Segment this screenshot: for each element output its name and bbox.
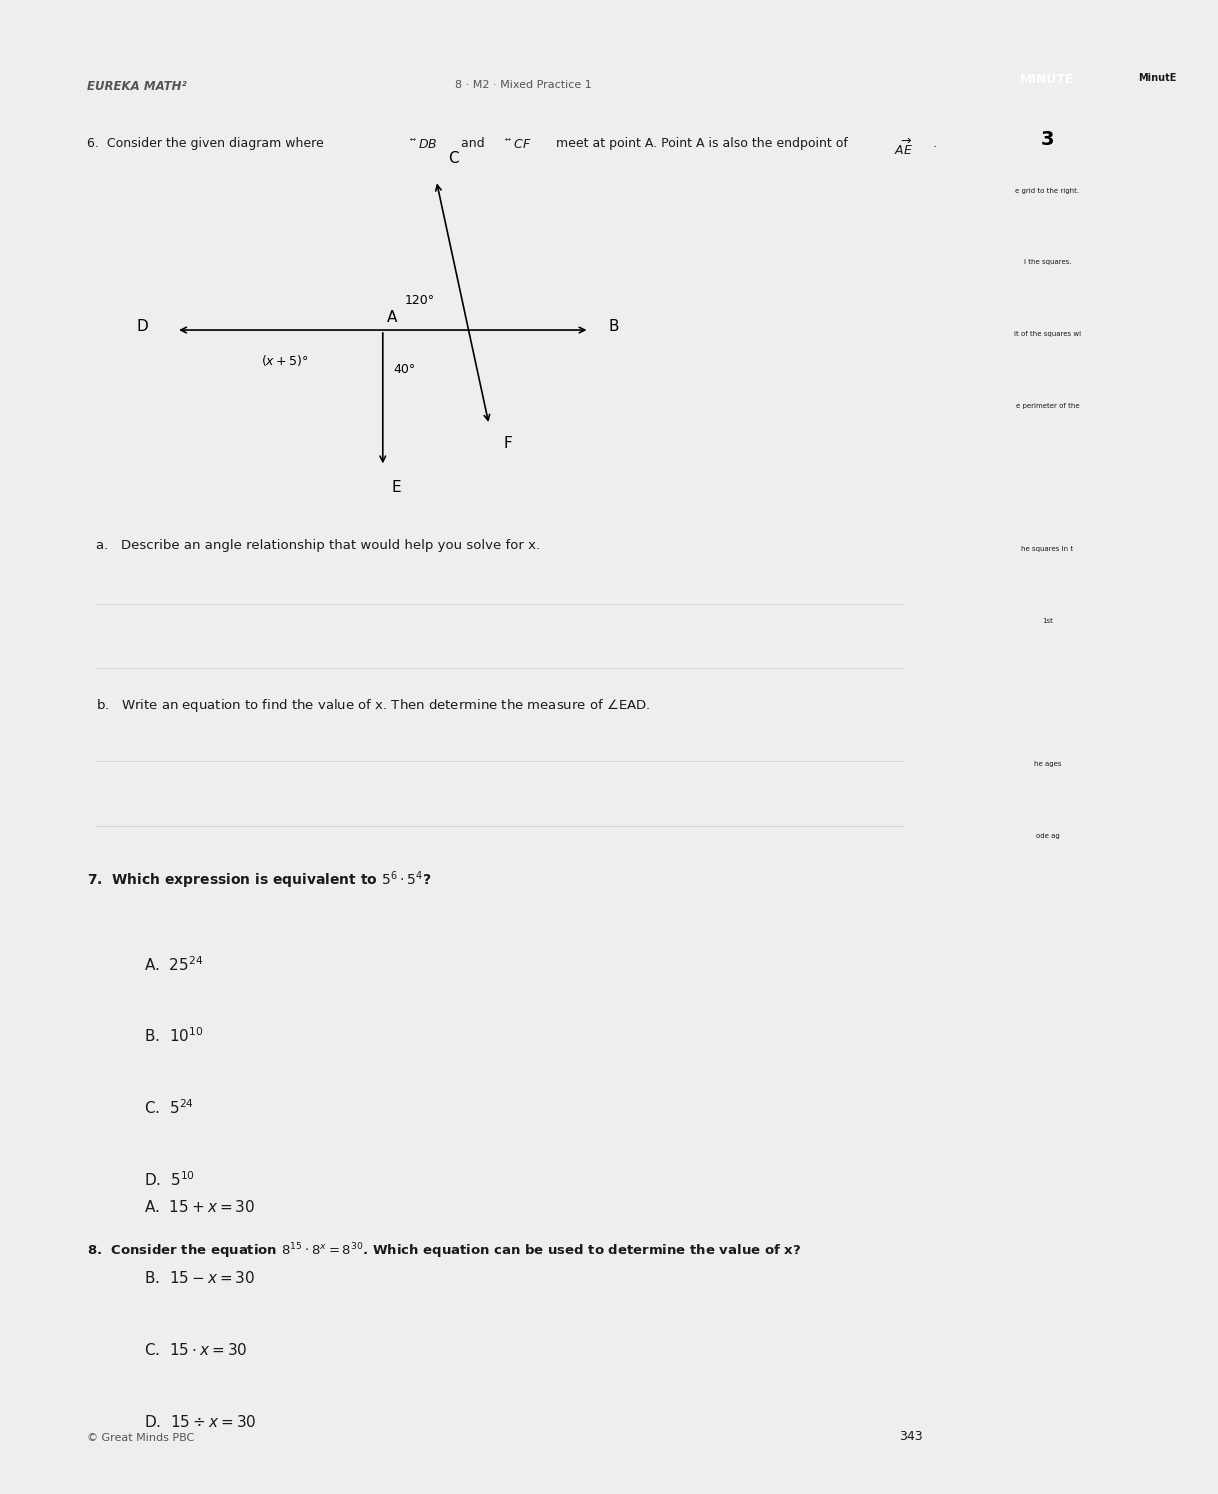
Text: B: B [609, 320, 620, 335]
Text: he squares in t: he squares in t [1022, 547, 1073, 553]
Text: $\overleftrightarrow{DB}$: $\overleftrightarrow{DB}$ [409, 137, 437, 151]
Text: © Great Minds PBC: © Great Minds PBC [86, 1433, 194, 1443]
Text: l the squares.: l the squares. [1023, 260, 1072, 266]
Text: A.  $25^{24}$: A. $25^{24}$ [144, 955, 203, 974]
Text: 1st: 1st [1043, 619, 1052, 624]
Text: B.  $10^{10}$: B. $10^{10}$ [144, 1026, 203, 1046]
Text: 6.  Consider the given diagram where: 6. Consider the given diagram where [86, 137, 328, 151]
Text: C: C [448, 151, 458, 166]
Text: 343: 343 [899, 1430, 923, 1443]
Text: 40°: 40° [393, 363, 415, 375]
Text: meet at point A. Point A is also the endpoint of: meet at point A. Point A is also the end… [552, 137, 853, 151]
Text: $\overleftrightarrow{CF}$: $\overleftrightarrow{CF}$ [504, 137, 531, 151]
Text: a.   Describe an angle relationship that would help you solve for x.: a. Describe an angle relationship that w… [96, 539, 541, 553]
Text: D.  $5^{10}$: D. $5^{10}$ [144, 1170, 195, 1189]
Text: 3: 3 [1040, 130, 1055, 149]
Text: $(x+5)°$: $(x+5)°$ [262, 353, 309, 368]
Text: MinutE: MinutE [1138, 73, 1177, 82]
Text: $\overrightarrow{AE}$: $\overrightarrow{AE}$ [894, 137, 914, 157]
Text: ode ag: ode ag [1035, 834, 1060, 840]
Text: 7.  Which expression is equivalent to $5^6 \cdot 5^4$?: 7. Which expression is equivalent to $5^… [86, 870, 431, 890]
Text: he ages: he ages [1034, 762, 1061, 768]
Text: 120°: 120° [404, 294, 435, 308]
Text: MINUTE: MINUTE [1021, 73, 1074, 87]
Text: 8.  Consider the equation $8^{15} \cdot 8^x = 8^{30}$. Which equation can be use: 8. Consider the equation $8^{15} \cdot 8… [86, 1242, 800, 1261]
Text: D.  $15 \div x = 30$: D. $15 \div x = 30$ [144, 1413, 256, 1430]
Text: .: . [932, 137, 937, 151]
Text: F: F [503, 436, 512, 451]
Text: B.  $15 - x = 30$: B. $15 - x = 30$ [144, 1270, 255, 1286]
Text: EUREKA MATH²: EUREKA MATH² [86, 81, 186, 93]
Text: e grid to the right.: e grid to the right. [1016, 188, 1079, 194]
Text: A.  $15 + x = 30$: A. $15 + x = 30$ [144, 1198, 255, 1215]
Text: b.   Write an equation to find the value of x. Then determine the measure of $\a: b. Write an equation to find the value o… [96, 696, 650, 714]
Text: it of the squares wi: it of the squares wi [1013, 332, 1082, 338]
Text: D: D [136, 320, 147, 335]
Text: A: A [387, 309, 397, 324]
Text: 8 · M2 · Mixed Practice 1: 8 · M2 · Mixed Practice 1 [456, 81, 592, 90]
Text: E: E [391, 480, 401, 495]
Text: e perimeter of the: e perimeter of the [1016, 403, 1079, 409]
Text: and: and [457, 137, 488, 151]
Text: C.  $5^{24}$: C. $5^{24}$ [144, 1098, 194, 1118]
Text: C.  $15 \cdot x = 30$: C. $15 \cdot x = 30$ [144, 1342, 247, 1358]
